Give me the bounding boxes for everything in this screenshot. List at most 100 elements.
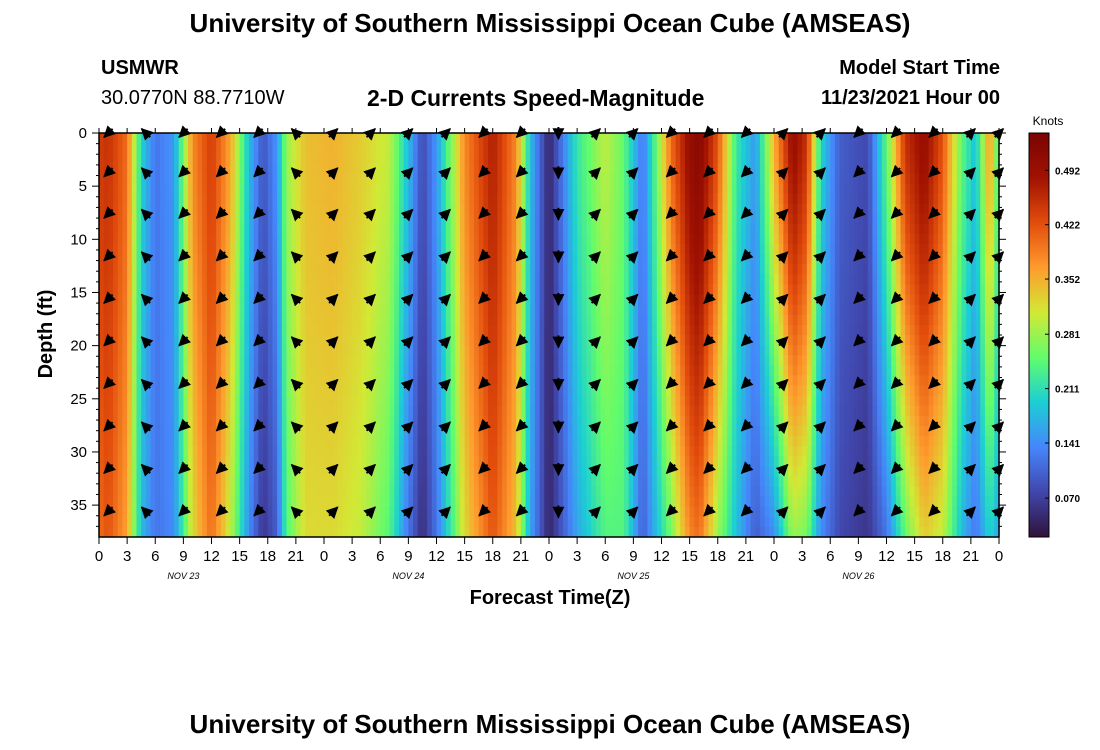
heatmap-cell: [605, 405, 611, 417]
heatmap-cell: [136, 274, 142, 286]
heatmap-cell: [544, 244, 550, 255]
heatmap-cell: [417, 466, 424, 477]
heatmap-cell: [267, 234, 274, 245]
heatmap-cell: [638, 244, 644, 255]
heatmap-cell: [155, 375, 161, 387]
heatmap-cell: [333, 415, 339, 427]
heatmap-cell: [117, 304, 124, 316]
heatmap-cell: [642, 324, 649, 336]
heatmap-cell: [647, 274, 653, 286]
heatmap-cell: [553, 355, 559, 366]
heatmap-cell: [516, 173, 522, 185]
heatmap-cell: [324, 254, 330, 265]
heatmap-cell: [220, 446, 227, 457]
heatmap-cell: [319, 506, 325, 518]
heatmap-cell: [431, 314, 438, 326]
heatmap-cell: [183, 304, 189, 316]
heatmap-cell: [178, 486, 184, 498]
heatmap-cell: [572, 264, 578, 275]
heatmap-cell: [375, 456, 381, 467]
heatmap-cell: [577, 284, 583, 296]
heatmap-cell: [464, 526, 470, 538]
heatmap-cell: [614, 143, 620, 154]
heatmap-cell: [192, 436, 199, 447]
heatmap-cell: [230, 375, 236, 387]
heatmap-cell: [131, 163, 138, 174]
heatmap-cell: [370, 365, 377, 376]
heatmap-cell: [549, 213, 555, 225]
heatmap-cell: [384, 355, 391, 366]
heatmap-cell: [666, 456, 672, 467]
heatmap-cell: [342, 143, 349, 154]
heatmap-cell: [384, 335, 391, 346]
heatmap-cell: [291, 153, 297, 164]
heatmap-cell: [150, 335, 156, 346]
heatmap-cell: [286, 254, 292, 265]
heatmap-cell: [539, 284, 545, 296]
heatmap-cell: [291, 365, 297, 376]
heatmap-cell: [511, 345, 517, 356]
heatmap-cell: [141, 153, 147, 164]
heatmap-cell: [558, 244, 564, 255]
heatmap-cell: [506, 456, 513, 467]
heatmap-cell: [136, 304, 142, 316]
heatmap-cell: [408, 345, 414, 356]
heatmap-cell: [220, 516, 227, 528]
heatmap-cell: [141, 314, 147, 326]
heatmap-cell: [539, 335, 545, 346]
heatmap-cell: [291, 355, 297, 366]
heatmap-cell: [497, 193, 503, 205]
heatmap-cell: [197, 446, 203, 457]
heatmap-cell: [319, 395, 325, 407]
heatmap-cell: [511, 516, 517, 528]
heatmap-cell: [263, 415, 269, 427]
heatmap-cell: [305, 335, 311, 346]
heatmap-cell: [239, 314, 245, 326]
heatmap-cell: [188, 223, 194, 235]
heatmap-cell: [497, 456, 503, 467]
heatmap-cell: [609, 365, 616, 376]
heatmap-cell: [492, 314, 499, 326]
heatmap-cell: [652, 446, 658, 457]
heatmap-cell: [666, 345, 672, 356]
heatmap-cell: [272, 153, 278, 164]
heatmap-cell: [305, 496, 311, 508]
heatmap-cell: [281, 405, 288, 417]
heatmap-cell: [239, 436, 245, 447]
heatmap-cell: [352, 193, 358, 205]
heatmap-cell: [628, 143, 634, 154]
heatmap-cell: [516, 385, 522, 397]
heatmap-cell: [263, 476, 269, 488]
heatmap-cell: [408, 193, 414, 205]
heatmap-cell: [647, 395, 653, 407]
heatmap-cell: [455, 304, 461, 316]
heatmap-cell: [445, 476, 452, 488]
heatmap-cell: [370, 415, 377, 427]
heatmap-cell: [595, 234, 602, 245]
heatmap-cell: [122, 405, 128, 417]
heatmap-cell: [403, 516, 409, 528]
heatmap-cell: [164, 506, 170, 518]
heatmap-cell: [647, 355, 653, 366]
heatmap-cell: [539, 436, 545, 447]
heatmap-cell: [155, 456, 161, 467]
heatmap-cell: [370, 173, 377, 185]
heatmap-cell: [356, 244, 363, 255]
heatmap-cell: [445, 183, 452, 195]
heatmap-cell: [464, 163, 470, 174]
heatmap-cell: [647, 496, 653, 508]
heatmap-cell: [309, 264, 316, 275]
heatmap-cell: [638, 506, 644, 518]
heatmap-cell: [530, 436, 536, 447]
heatmap-cell: [192, 345, 199, 356]
heatmap-cell: [670, 526, 677, 538]
heatmap-cell: [225, 173, 231, 185]
heatmap-cell: [145, 234, 152, 245]
heatmap-cell: [642, 203, 649, 215]
heatmap-cell: [127, 193, 133, 205]
heatmap-cell: [267, 213, 274, 225]
heatmap-cell: [117, 415, 124, 427]
heatmap-cell: [366, 456, 372, 467]
heatmap-cell: [413, 466, 419, 477]
heatmap-cell: [347, 335, 353, 346]
